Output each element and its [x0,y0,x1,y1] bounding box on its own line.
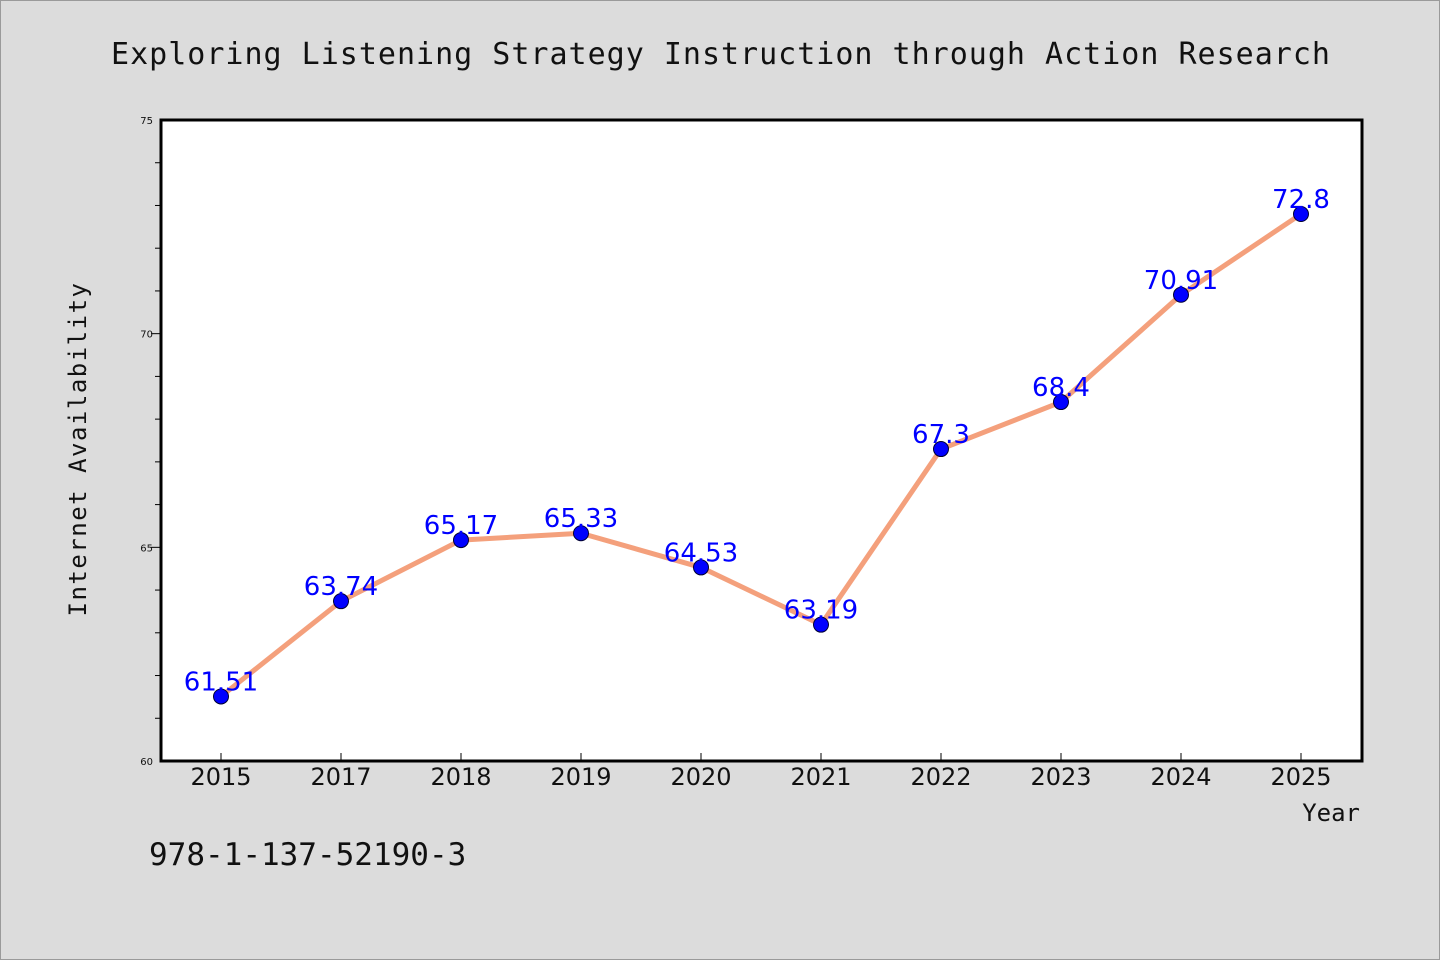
data-point [453,532,469,549]
x-tick-label: 2024 [1150,763,1211,791]
data-point [1173,286,1189,303]
data-point [1293,206,1309,223]
data-point [813,616,829,633]
y-axis-title: Internet Availability [64,282,92,617]
x-tick-label: 2017 [310,763,371,791]
data-point [693,559,709,576]
x-tick-label: 2018 [430,763,491,791]
data-point [333,593,349,610]
x-axis: 2015 2017 2018 2019 2020 2021 2022 2023 2024 2025 [190,753,1332,791]
data-label: 63.74 [304,572,378,602]
plot-area [159,118,1364,763]
y-tick-label: 75 [140,116,153,127]
data-label: 61.51 [184,667,258,697]
data-point [573,525,589,542]
data-label: 67.3 [912,420,970,450]
x-tick-label: 2019 [550,763,611,791]
y-tick-label: 70 [140,330,153,341]
x-tick-label: 2020 [670,763,731,791]
data-label: 64.53 [664,538,738,568]
y-tick-label: 60 [140,757,153,768]
data-point [213,688,229,705]
chart-title: Exploring Listening Strategy Instruction… [111,37,1331,72]
data-label: 70.91 [1144,266,1218,296]
isbn-text: 978-1-137-52190-3 [149,837,466,873]
data-point [1053,394,1069,411]
data-label: 68.4 [1032,373,1090,403]
x-axis-title: Year [1302,799,1360,827]
x-tick-label: 2022 [910,763,971,791]
y-tick-label: 65 [140,543,153,554]
x-tick-label: 2025 [1270,763,1331,791]
data-label: 65.17 [424,511,498,541]
data-label: 72.8 [1272,185,1330,215]
series-line [218,211,1304,699]
data-label: 65.33 [544,504,618,534]
x-tick-label: 2015 [190,763,251,791]
x-tick-label: 2023 [1030,763,1091,791]
y-axis: 60 65 70 75 [140,116,161,768]
x-tick-label: 2021 [790,763,851,791]
data-point [933,441,949,458]
data-series: 61.51 63.74 65.17 65.33 64.53 63.19 67.3 68.4 70… [184,185,1330,705]
data-label: 63.19 [784,596,858,626]
